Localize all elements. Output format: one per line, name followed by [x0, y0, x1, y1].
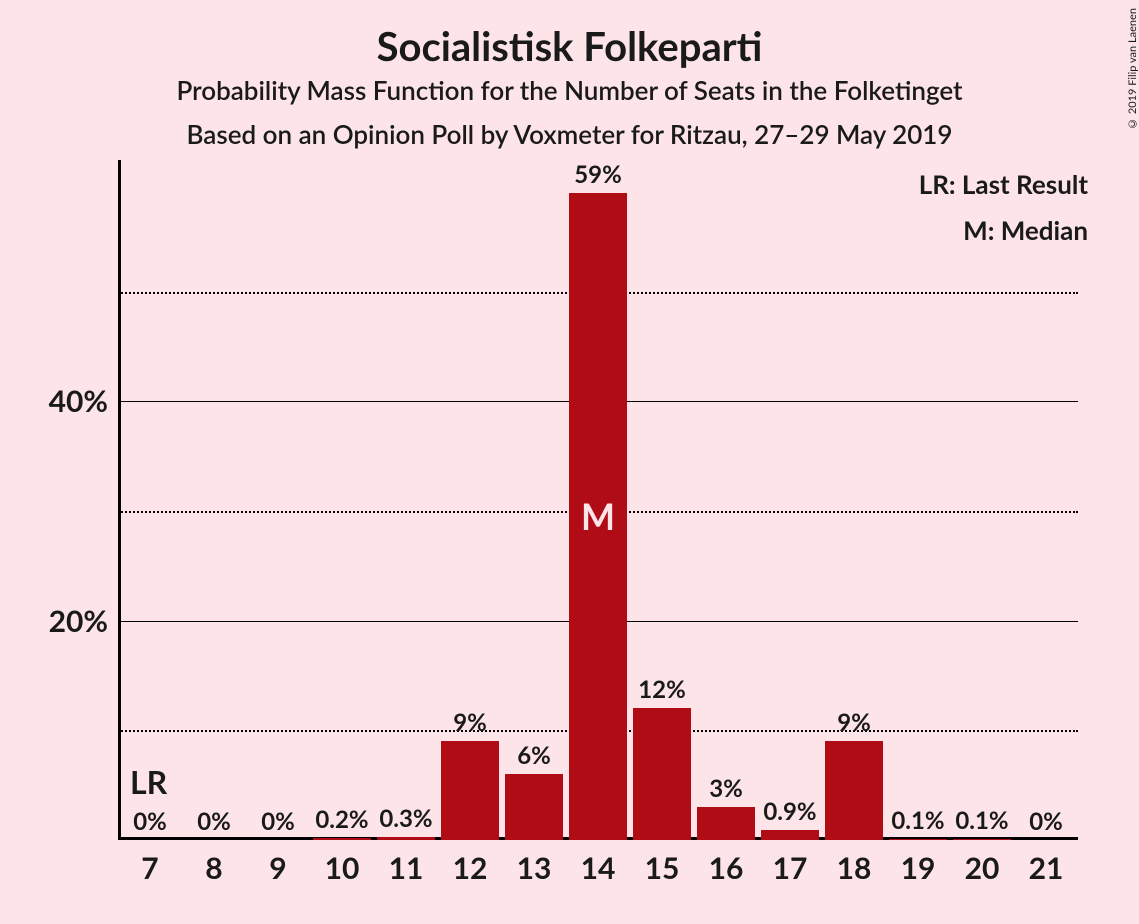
bar-value-label: 0.9%	[763, 797, 816, 830]
bar-value-label: 0.3%	[379, 804, 432, 837]
median-marker: M	[581, 494, 615, 538]
last-result-marker: LR	[130, 762, 167, 801]
bar-value-label: 12%	[638, 675, 686, 708]
y-axis	[118, 160, 121, 840]
chart-title: Socialistisk Folkeparti	[0, 22, 1139, 70]
bar: 3%	[697, 807, 755, 840]
x-axis-tick-label: 19	[901, 840, 936, 886]
x-axis-tick-label: 8	[205, 840, 222, 886]
x-axis-tick-label: 20	[965, 840, 1000, 886]
bar-value-label: 0%	[133, 807, 167, 840]
x-axis-tick-label: 11	[389, 840, 424, 886]
x-axis-tick-label: 18	[837, 840, 872, 886]
x-axis-tick-label: 14	[581, 840, 616, 886]
bar-value-label: 0%	[1029, 807, 1063, 840]
chart-subtitle-2: Based on an Opinion Poll by Voxmeter for…	[0, 118, 1139, 150]
bar-value-label: 9%	[453, 708, 487, 741]
bar-value-label: 0.2%	[315, 805, 368, 838]
bar: 12%	[633, 708, 691, 840]
x-axis-tick-label: 17	[773, 840, 808, 886]
y-axis-tick-label: 40%	[49, 383, 118, 419]
x-axis-tick-label: 13	[517, 840, 552, 886]
bar: 9%	[441, 741, 499, 840]
legend-lr: LR: Last Result	[0, 168, 1088, 200]
x-axis-tick-label: 10	[325, 840, 360, 886]
legend-median: M: Median	[0, 214, 1088, 246]
x-axis-tick-label: 9	[269, 840, 286, 886]
bar: 59%M	[569, 193, 627, 840]
x-axis-tick-label: 7	[141, 840, 158, 886]
copyright-text: © 2019 Filip van Laenen	[1126, 8, 1139, 130]
x-axis-tick-label: 15	[645, 840, 680, 886]
chart-subtitle-1: Probability Mass Function for the Number…	[0, 74, 1139, 106]
x-axis-tick-label: 16	[709, 840, 744, 886]
x-axis-tick-label: 12	[453, 840, 488, 886]
bar-value-label: 6%	[517, 741, 551, 774]
bar-value-label: 0.1%	[955, 806, 1008, 839]
y-axis-tick-label: 20%	[49, 603, 118, 639]
bar-value-label: 0.1%	[891, 806, 944, 839]
chart-legend: LR: Last Result M: Median	[0, 168, 1088, 246]
bar: 9%	[825, 741, 883, 840]
x-axis-tick-label: 21	[1029, 840, 1064, 886]
bar-value-label: 0%	[261, 807, 295, 840]
chart-plot-area: 20%40%0%70%80%90.2%100.3%119%126%1359%M1…	[118, 160, 1078, 840]
bar: 0.9%	[761, 830, 819, 840]
bar-value-label: 3%	[709, 774, 743, 807]
bar: 6%	[505, 774, 563, 840]
bar-value-label: 0%	[197, 807, 231, 840]
bar-value-label: 9%	[837, 708, 871, 741]
